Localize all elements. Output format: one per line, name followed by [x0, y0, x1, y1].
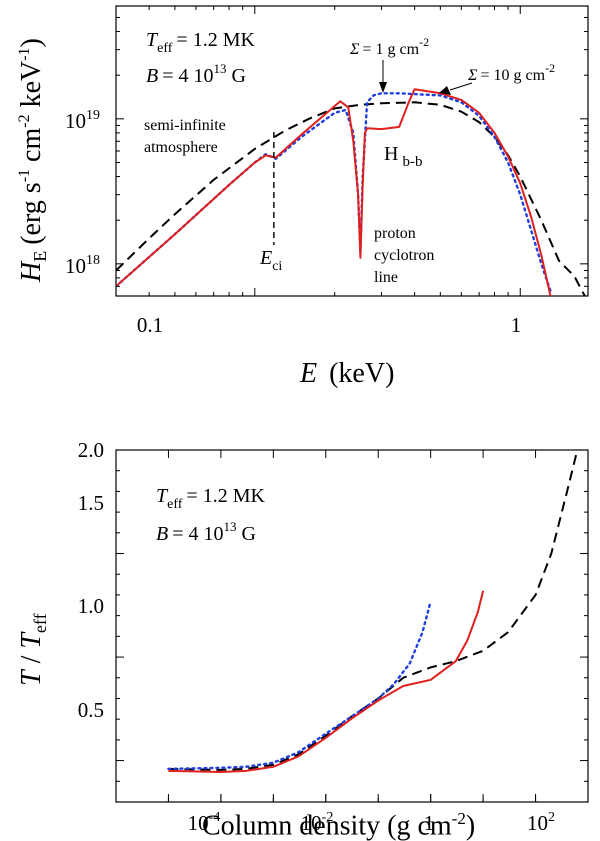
y-tick-label-1e18: 1018 — [65, 253, 100, 278]
proton-label-line1: proton — [374, 225, 416, 242]
sigma1-arrow — [379, 60, 387, 93]
y-tick-1.5: 1.5 — [78, 491, 104, 515]
x-tick-1: 1 — [424, 811, 435, 835]
p2-series-dashed-semi-infinite — [168, 450, 579, 771]
sigma10-arrow — [439, 82, 473, 95]
y-tick-label-1e19: 1019 — [65, 108, 100, 133]
teff-annotation-bottom: Teff = 1.2 MK — [156, 485, 265, 512]
proton-label-line2: cyclotron — [374, 247, 434, 264]
p1-series-dashed-semi-infinite — [116, 101, 586, 296]
y-tick-1.0: 1.0 — [78, 594, 104, 618]
semi-infinite-label-line2: atmosphere — [144, 139, 218, 156]
y-tick-2.0: 2.0 — [78, 438, 104, 462]
teff-annotation: Teff = 1.2 MK — [146, 29, 255, 56]
y-tick-0.5: 0.5 — [78, 698, 104, 722]
sigma1-annotation: Σ = 1 g cm-2 — [349, 35, 429, 58]
sigma10-annotation: Σ = 10 g cm-2 — [467, 61, 555, 84]
x-tick-1e-4: 10-4 — [188, 810, 221, 835]
temperature-y-axis-label: T / Teff — [16, 613, 50, 686]
spectrum-tick-group — [115, 5, 588, 297]
spectrum-x-axis-label: E (keV) — [299, 358, 394, 389]
x-tick-label-0.1: 0.1 — [137, 313, 163, 337]
spectrum-panel: 0.1 1 1019 1018 E (keV) HE(erg s-1 cm-2 k… — [16, 5, 589, 389]
bfield-annotation-bottom: B = 4 1013 G — [156, 519, 256, 545]
p1-series-solid-sigma10 — [116, 88, 552, 296]
x-tick-label-1: 1 — [511, 313, 522, 337]
temperature-tick-group — [115, 449, 589, 803]
bfield-annotation: B = 4 1013 G — [146, 61, 246, 87]
temperature-x-axis-label: Column density (g cm-2) — [202, 809, 476, 841]
semi-infinite-label-line1: semi-infinite — [144, 117, 226, 134]
p2-series-dotted-sigma1 — [167, 600, 432, 771]
temperature-series-group — [167, 450, 579, 773]
temperature-plot-frame — [115, 449, 589, 803]
p2-series-solid-sigma10 — [168, 590, 485, 773]
spectrum-series-group — [116, 88, 586, 296]
x-tick-1e2: 102 — [527, 810, 555, 835]
eci-annotation: Eci — [259, 247, 282, 274]
spectrum-y-axis-label: HE(erg s-1 cm-2 keV-1) — [16, 38, 50, 283]
proton-label-line3: line — [374, 269, 398, 286]
x-tick-1e-2: 10-2 — [301, 810, 334, 835]
temperature-panel: 10-4 10-2 1 102 0.5 1.0 1.5 2.0 T / Teff… — [16, 438, 589, 835]
